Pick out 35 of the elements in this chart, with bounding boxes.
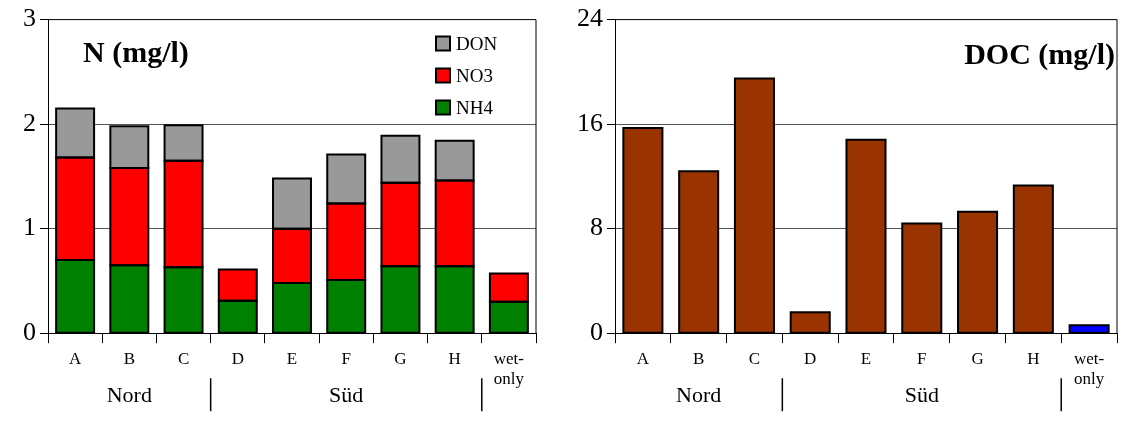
- x-tick-label: wet-only: [493, 348, 525, 389]
- legend-label: NH4: [456, 96, 494, 118]
- x-tick-label: G: [394, 348, 407, 368]
- x-tick-label: H: [1027, 348, 1040, 368]
- text: Nord: [676, 381, 722, 407]
- y-tick-label: 2: [23, 107, 36, 137]
- legend-label: DON: [456, 32, 498, 54]
- text: Süd: [329, 381, 364, 407]
- x-tick-label: E: [286, 348, 298, 368]
- x-tick-label: D: [231, 348, 244, 368]
- x-tick-label: G: [971, 348, 984, 368]
- x-tick-label: B: [692, 348, 705, 368]
- y-tick-label: 0: [590, 317, 603, 347]
- x-tick-label: D: [804, 348, 817, 368]
- text: N (mg/l): [83, 35, 189, 70]
- x-tick-label: A: [636, 348, 650, 368]
- x-tick-label: C: [748, 348, 761, 368]
- y-tick-label: 24: [577, 3, 603, 33]
- text: Nord: [106, 381, 152, 407]
- y-tick-label: 16: [577, 107, 603, 137]
- legend-label: NO3: [456, 64, 493, 86]
- x-tick-label: E: [860, 348, 872, 368]
- x-tick-label: H: [448, 348, 461, 368]
- text: DOC (mg/l): [964, 37, 1115, 72]
- x-tick-label: F: [917, 348, 927, 368]
- text: Süd: [904, 381, 939, 407]
- y-tick-label: 8: [590, 212, 603, 242]
- y-tick-label: 0: [23, 317, 36, 347]
- x-tick-label: wet-only: [1073, 348, 1105, 389]
- x-tick-label: C: [177, 348, 190, 368]
- x-tick-label: B: [123, 348, 136, 368]
- y-tick-label: 1: [23, 212, 36, 242]
- x-tick-label: F: [341, 348, 351, 368]
- y-tick-label: 3: [23, 3, 36, 33]
- x-tick-label: A: [68, 348, 82, 368]
